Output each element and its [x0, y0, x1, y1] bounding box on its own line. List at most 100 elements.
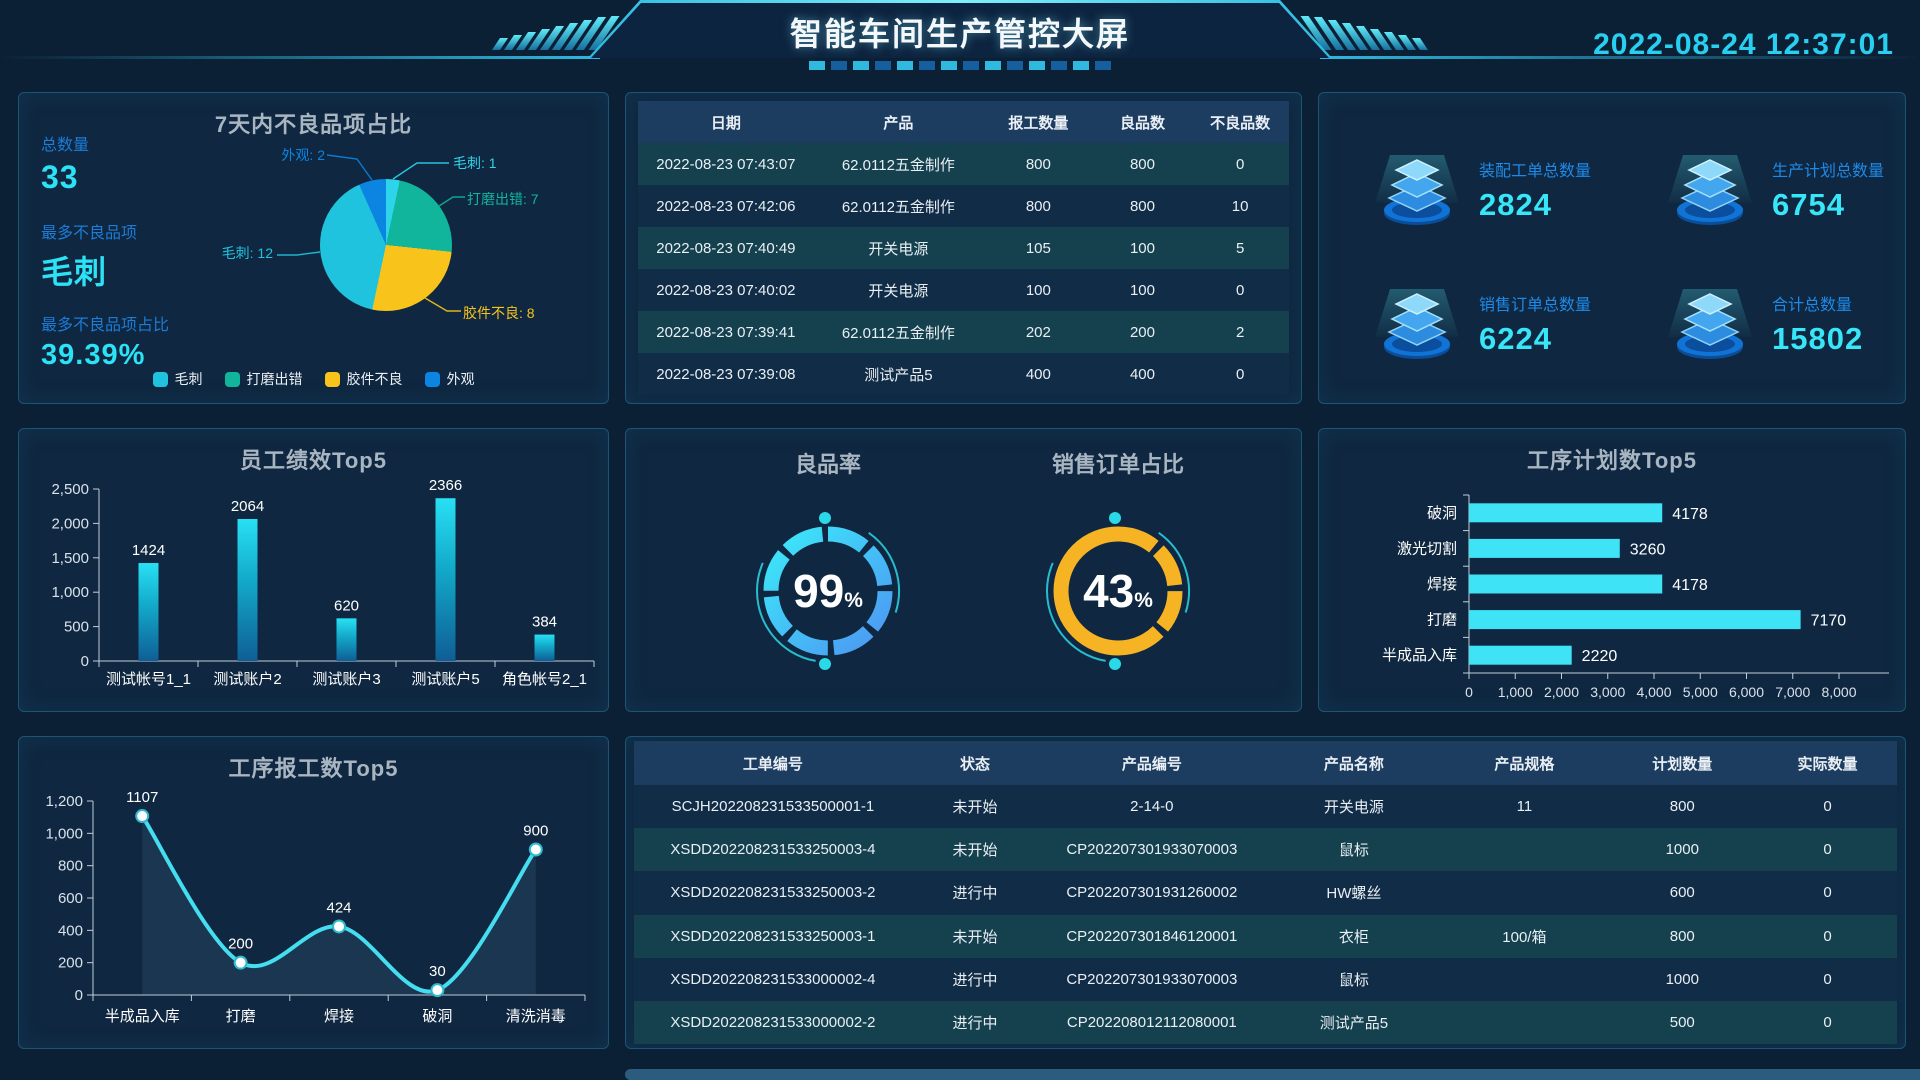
header-deco-bars: [809, 61, 1111, 70]
chart-text: 2064: [231, 498, 264, 515]
data-point: [233, 955, 248, 970]
cell: 800: [1129, 197, 1155, 215]
cell: 2-14-0: [1130, 798, 1174, 816]
bar: [534, 634, 555, 661]
report-line-svg: 0 200 400 600 800 1,000 1,200 1107 半成品入库 200 打磨 424…: [45, 789, 586, 1025]
stat-label: 最多不良品项占比: [41, 317, 170, 334]
chart-text: 4,000: [1636, 684, 1671, 700]
chart-text: 激光切割: [1397, 540, 1457, 557]
data-point: [332, 919, 346, 934]
stat-card-value: 15802: [1772, 321, 1864, 356]
chart-text: 半成品入库: [105, 1008, 180, 1025]
stat-card-label: 生产计划总数量: [1772, 163, 1885, 180]
chart-text: 900: [523, 823, 548, 840]
chart-shape: [424, 297, 461, 312]
chart-text: 1424: [132, 542, 165, 559]
stat-card-value: 6224: [1479, 321, 1552, 356]
table-row: XSDD202208231533000002-4 进行中 CP20220730193…: [634, 957, 1897, 1001]
deco-bar: [853, 61, 869, 70]
title-frame-inner: [591, 3, 1329, 58]
cell: 0: [1823, 1013, 1832, 1031]
deco-bar: [809, 61, 825, 70]
header-cell: 实际数量: [1797, 755, 1858, 773]
employee-bar-svg: 0 500 1,000 1,500 2,000 2,500 1424 测试帐号1_1 2064 测…: [51, 477, 595, 688]
chart-text: 384: [532, 614, 557, 631]
deco-bar: [963, 61, 979, 70]
sales-gauge: 43%: [1046, 512, 1190, 670]
layers-icon-svg: [1375, 154, 1459, 225]
chart-shape: [1109, 512, 1121, 524]
stat-total: 总数量 33: [41, 131, 89, 196]
table-row: 2022-08-23 07:39:08 测试产品5 400 400 0: [638, 353, 1289, 395]
cell: HW螺丝: [1326, 885, 1382, 903]
cell: 鼠标: [1338, 842, 1369, 860]
stat-card-text: 合计总数量 15802: [1772, 291, 1863, 357]
deco-bar: [897, 61, 913, 70]
header-cell: 计划数量: [1652, 755, 1713, 773]
chart-text: 角色帐号2_1: [502, 671, 587, 688]
chart-text: 2,500: [51, 481, 89, 498]
cell: 未开始: [952, 842, 998, 860]
cell: 62.0112五金制作: [841, 324, 955, 342]
table-row: 2022-08-23 07:43:07 62.0112五金制作 800 800 0: [638, 143, 1289, 185]
chart-text: 3,000: [1590, 684, 1625, 700]
header-cell: 良品数: [1119, 114, 1165, 132]
cell: 0: [1235, 281, 1245, 299]
cell: 5: [1235, 239, 1245, 257]
bar: [237, 518, 258, 661]
cell: 衣柜: [1338, 928, 1369, 946]
stat-card-value: 2824: [1479, 187, 1552, 222]
chart-text: 测试账户3: [312, 671, 380, 688]
cell: CP202207301846120001: [1066, 927, 1238, 945]
cell: 进行中: [952, 885, 998, 903]
report-table-panel: 日期 产品 报工数量 良品数 不良品数 2022-08-23 07:43:07 62.011…: [625, 92, 1302, 404]
cell: 未开始: [952, 799, 998, 817]
chart-text: 1,000: [51, 584, 89, 601]
legend-label: 外观: [446, 371, 475, 387]
chart-text: 测试账户2: [213, 671, 281, 688]
header-line-left: [0, 56, 600, 59]
pie-circle: [320, 179, 452, 311]
chart-text: 600: [58, 890, 83, 907]
header-cell: 报工数量: [1008, 114, 1069, 132]
chart-shape: [763, 526, 893, 656]
title-frame: [588, 0, 1332, 58]
stat-card-text: 生产计划总数量 6754: [1772, 157, 1884, 223]
cell: 800: [1025, 197, 1051, 215]
data-point: [430, 983, 445, 998]
table-row: 2022-08-23 07:40:02 开关电源 100 100 0: [638, 269, 1289, 311]
layers-icon: [1664, 273, 1756, 376]
cell: 1000: [1665, 970, 1699, 988]
cell: 测试产品5: [864, 366, 933, 384]
chart-text: 焊接: [324, 1008, 354, 1025]
chart-text: 7170: [1811, 613, 1847, 630]
panel-title-plan: 工序计划数Top5: [1527, 448, 1697, 473]
cell: 100: [1129, 239, 1155, 257]
stat-label: 最多不良品项: [41, 225, 138, 242]
cell: 600: [1669, 884, 1695, 902]
chart-text: 1107: [126, 789, 158, 806]
cell: 开关电源: [868, 282, 929, 300]
chart-text: 500: [64, 619, 89, 636]
cell: 200: [1129, 323, 1155, 341]
chart-shape: [326, 154, 373, 181]
deco-bar: [831, 61, 847, 70]
bar: [1469, 574, 1663, 594]
data-point: [135, 809, 150, 824]
horizontal-scrollbar[interactable]: [625, 1069, 1920, 1080]
stat-card-value: 6754: [1772, 187, 1845, 222]
deco-bar: [1007, 61, 1023, 70]
dashboard-grid: 7天内不良品项占比 总数量 33 最多不良品项 毛刺 最多不良品项占比 39.3…: [18, 92, 1906, 1049]
chart-shape: [142, 816, 536, 995]
chart-text: 2366: [429, 477, 462, 494]
gauges-svg: 99% 43%: [756, 512, 1190, 670]
chart-text: 清洗消毒: [506, 1008, 566, 1025]
cell: 400: [1025, 365, 1051, 383]
legend-label: 毛刺: [174, 371, 203, 387]
chart-text: 5,000: [1683, 684, 1718, 700]
header-cell: 产品编号: [1121, 755, 1182, 773]
layers-icon-svg: [1668, 288, 1752, 359]
layers-icon-svg: [1375, 288, 1459, 359]
panel-title-yield: 良品率: [794, 452, 861, 477]
deco-bar: [919, 61, 935, 70]
